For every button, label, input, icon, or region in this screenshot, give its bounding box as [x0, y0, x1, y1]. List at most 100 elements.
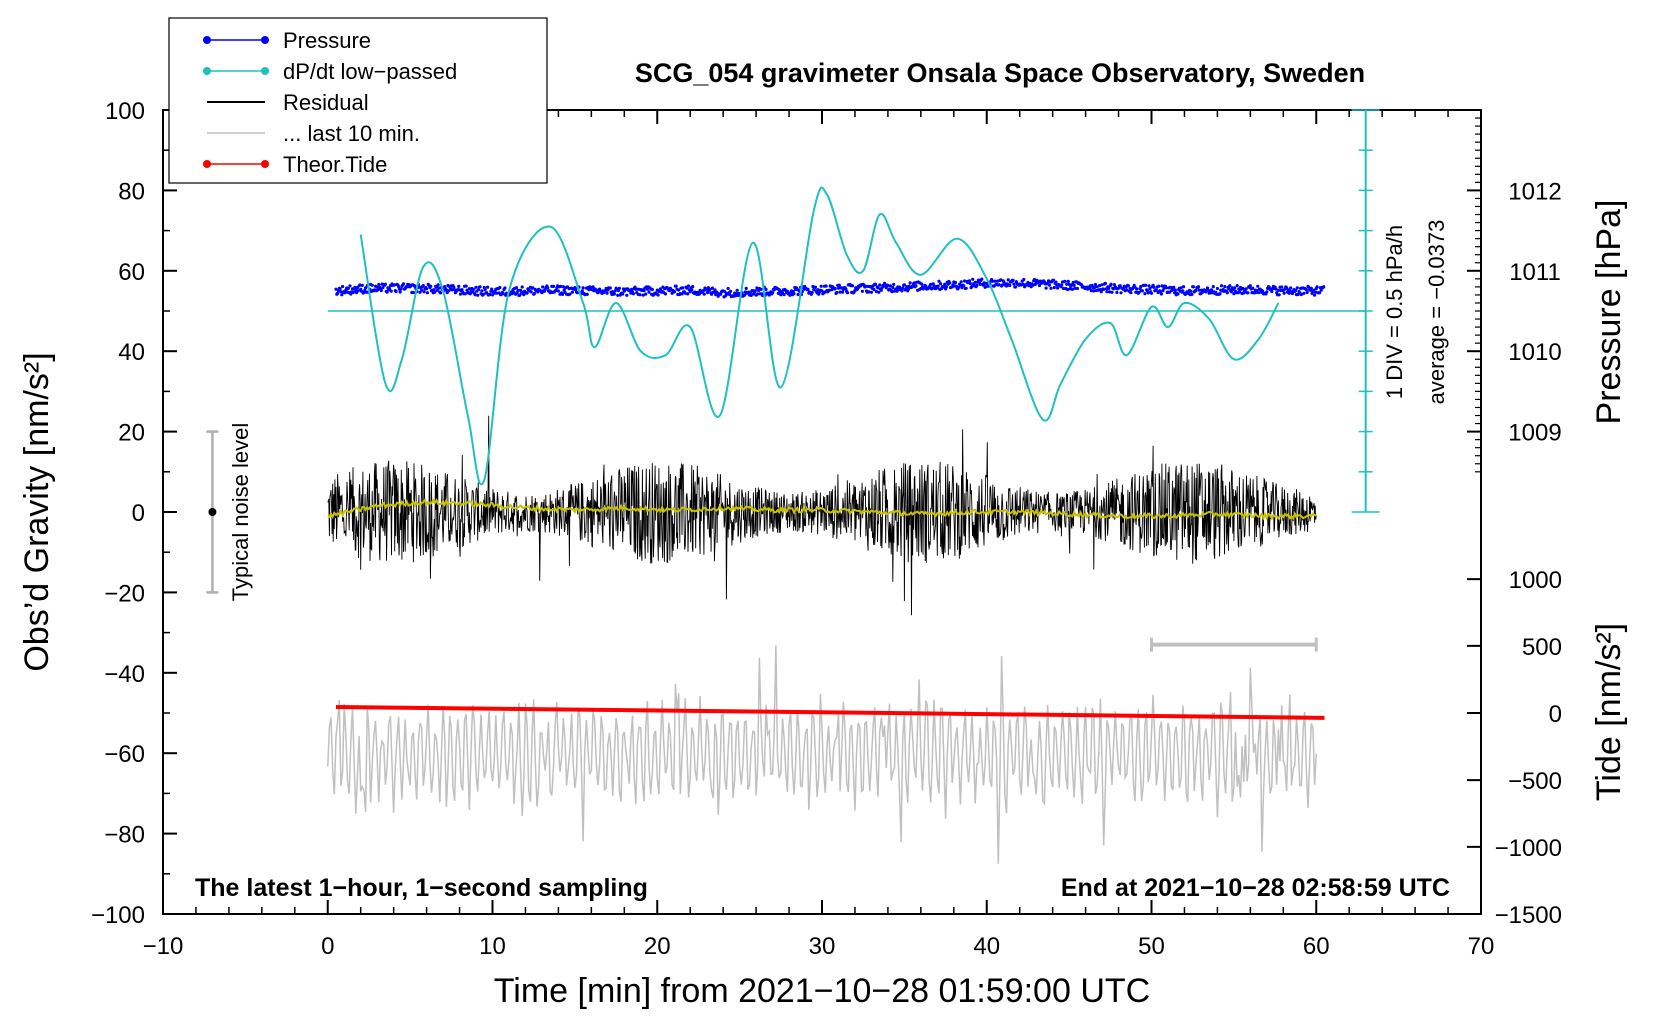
legend-marker — [203, 160, 211, 168]
pressure-point — [759, 287, 763, 291]
tide-tick-label: 500 — [1522, 634, 1562, 661]
pressure-point — [1248, 284, 1252, 288]
pressure-point — [483, 288, 487, 292]
pressure-point — [995, 279, 1000, 283]
pressure-point — [1172, 285, 1176, 289]
pressure-point — [1317, 291, 1322, 295]
pressure-point — [1044, 286, 1048, 290]
pressure-point — [1098, 284, 1102, 288]
pressure-point — [878, 283, 882, 287]
y-tick-label: 60 — [118, 259, 145, 286]
pressure-point — [1211, 285, 1215, 289]
pressure-point — [1160, 284, 1164, 288]
pressure-point — [1061, 286, 1065, 291]
pressure-point — [1189, 289, 1193, 293]
pressure-point — [932, 284, 936, 288]
pressure-point — [1173, 288, 1177, 292]
sampling-note: The latest 1−hour, 1−second sampling — [195, 874, 648, 902]
pressure-point — [490, 287, 494, 291]
pressure-point — [905, 285, 909, 289]
pressure-point — [792, 292, 796, 296]
pressure-point — [958, 283, 963, 287]
pressure-point — [554, 289, 558, 293]
pressure-point — [1197, 288, 1201, 292]
noise-level-bar — [206, 430, 219, 594]
pressure-point — [351, 290, 355, 295]
residual-series — [327, 415, 1317, 616]
legend-marker — [261, 160, 269, 168]
pressure-point — [1319, 288, 1323, 292]
pressure-point — [735, 288, 739, 292]
pressure-point — [1072, 283, 1076, 287]
pressure-point — [631, 292, 636, 296]
pressure-point — [687, 284, 691, 288]
pressure-point — [425, 291, 429, 295]
pressure-point — [796, 292, 800, 297]
pressure-point — [518, 288, 523, 292]
pressure-point — [556, 289, 561, 293]
dpdt-scale-bar — [327, 109, 1380, 513]
pressure-point — [936, 284, 940, 288]
pressure-point — [962, 279, 967, 283]
pressure-point — [485, 291, 489, 295]
tide-axis-label: Tide [nm/s²] — [1590, 623, 1628, 801]
pressure-point — [1065, 282, 1069, 286]
pressure-point — [681, 286, 685, 290]
pressure-point — [1305, 290, 1309, 295]
pressure-point — [943, 282, 947, 286]
pressure-point — [346, 286, 350, 290]
tide-line — [335, 704, 1325, 720]
last-10-min-bar — [1150, 637, 1318, 652]
pressure-point — [336, 291, 340, 295]
pressure-point — [876, 286, 880, 290]
pressure-point — [358, 283, 362, 287]
pressure-point — [450, 288, 454, 292]
pressure-point — [788, 293, 792, 297]
pressure-point — [756, 292, 760, 296]
pressure-point — [1146, 291, 1150, 295]
pressure-point — [1115, 290, 1119, 295]
pressure-point — [1060, 283, 1064, 287]
pressure-point — [1143, 292, 1147, 296]
pressure-point — [753, 289, 757, 293]
pressure-point — [531, 286, 535, 290]
pressure-point — [389, 289, 393, 293]
pressure-point — [383, 282, 387, 286]
pressure-point — [1246, 291, 1250, 295]
pressure-tick-label: 1012 — [1508, 178, 1561, 205]
pressure-point — [501, 292, 505, 296]
pressure-point — [685, 286, 689, 290]
pressure-point — [611, 290, 615, 294]
pressure-point — [1223, 285, 1227, 289]
pressure-point — [884, 286, 888, 290]
pressure-point — [541, 285, 545, 289]
pressure-point — [1032, 277, 1037, 282]
pressure-point — [1125, 288, 1129, 292]
pressure-point — [1299, 292, 1303, 297]
pressure-point — [1322, 285, 1326, 289]
x-tick-label: 60 — [1303, 933, 1330, 960]
pressure-point — [1110, 290, 1114, 294]
pressure-point — [375, 285, 379, 289]
pressure-point — [816, 288, 820, 292]
pressure-point — [973, 280, 977, 284]
pressure-point — [1289, 286, 1293, 290]
average-label: average = −0.0373 — [1424, 220, 1449, 405]
pressure-point — [1129, 291, 1133, 295]
pressure-point — [360, 283, 364, 287]
pressure-point — [672, 290, 677, 294]
pressure-point — [1063, 279, 1067, 283]
pressure-point — [1191, 285, 1196, 289]
pressure-point — [970, 284, 974, 288]
pressure-point — [1006, 278, 1010, 282]
pressure-point — [1179, 286, 1183, 290]
pressure-point — [1181, 289, 1185, 293]
tide-series — [335, 704, 1325, 720]
pressure-point — [1126, 284, 1130, 288]
pressure-point — [1313, 293, 1317, 297]
pressure-point — [1159, 292, 1163, 296]
pressure-point — [993, 279, 997, 283]
pressure-point — [1295, 286, 1299, 290]
pressure-point — [516, 288, 520, 292]
pressure-point — [1257, 291, 1261, 295]
